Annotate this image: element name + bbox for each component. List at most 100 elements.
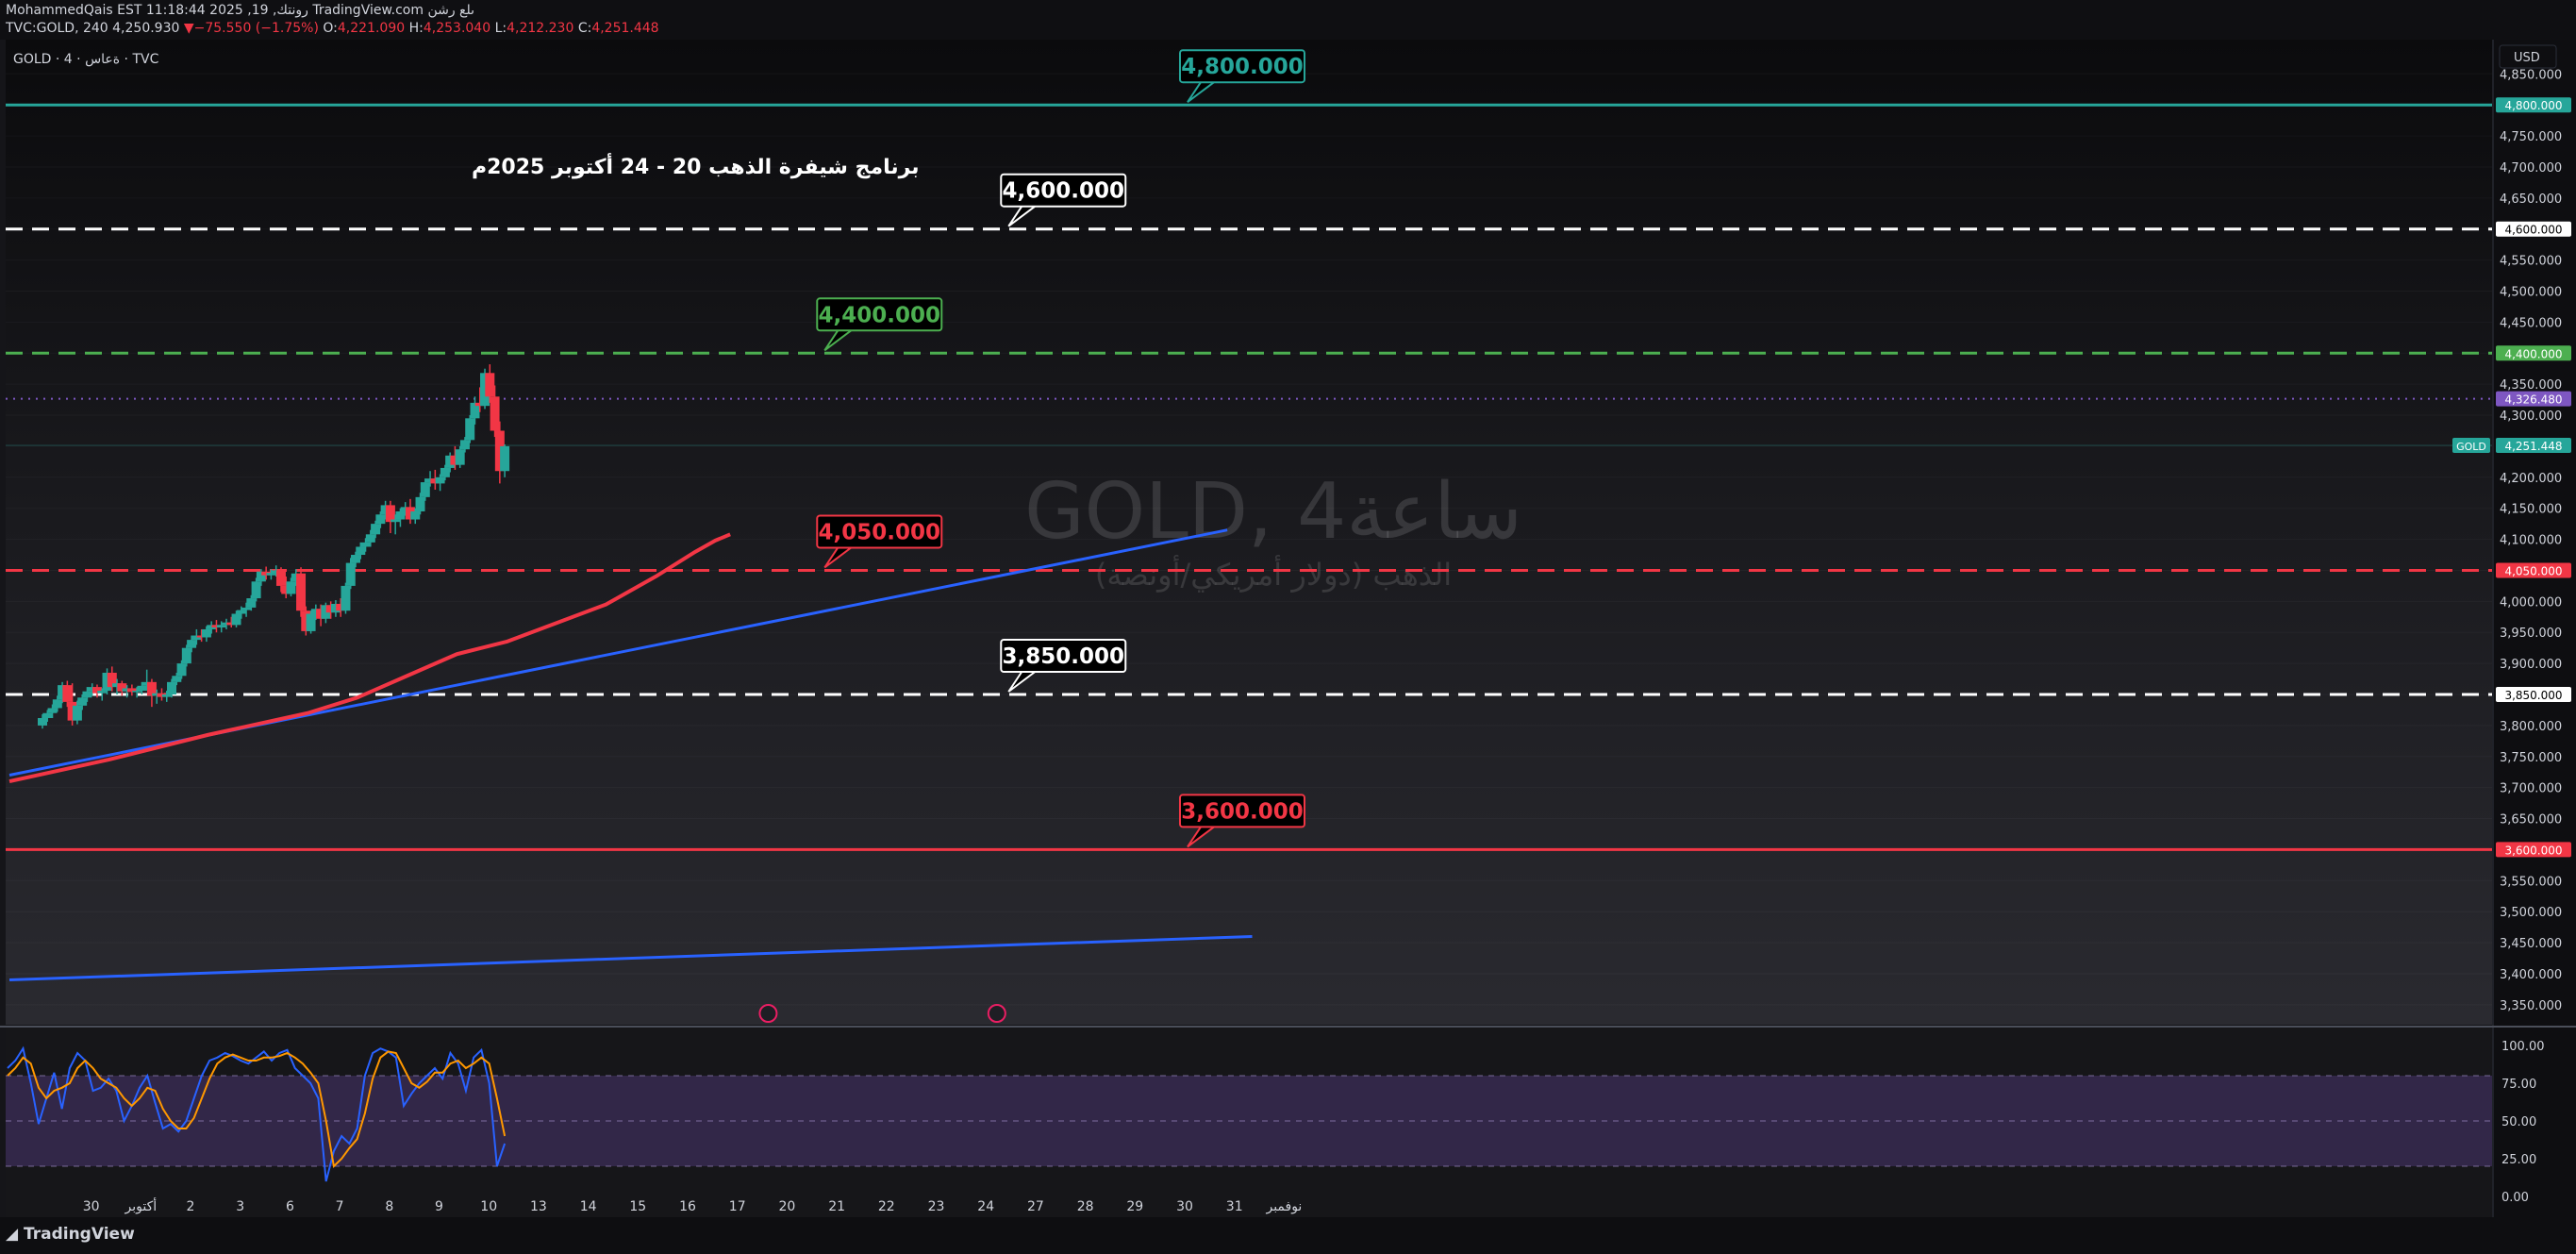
candle[interactable] bbox=[246, 594, 257, 611]
candle[interactable] bbox=[201, 626, 211, 643]
candle[interactable] bbox=[241, 602, 252, 617]
candle[interactable] bbox=[161, 691, 172, 702]
candle[interactable] bbox=[58, 681, 68, 704]
candle[interactable] bbox=[187, 635, 197, 653]
candle[interactable] bbox=[356, 542, 366, 560]
candle[interactable] bbox=[336, 598, 346, 617]
candle[interactable] bbox=[226, 616, 237, 627]
candle[interactable] bbox=[77, 694, 88, 711]
candle[interactable] bbox=[286, 577, 296, 597]
candle[interactable] bbox=[474, 387, 485, 412]
tradingview-logo[interactable]: ◢ TradingView bbox=[6, 1225, 135, 1244]
candle[interactable] bbox=[236, 606, 246, 619]
candle[interactable] bbox=[445, 452, 456, 473]
candle[interactable] bbox=[122, 685, 132, 698]
candle[interactable] bbox=[97, 688, 108, 701]
candle[interactable] bbox=[310, 604, 321, 621]
candle[interactable] bbox=[52, 695, 62, 712]
candle[interactable] bbox=[112, 678, 123, 694]
rsi-d-line[interactable] bbox=[7, 1050, 507, 1169]
rsi-k-line[interactable] bbox=[7, 1045, 507, 1182]
candle[interactable] bbox=[191, 628, 202, 645]
candle[interactable] bbox=[351, 551, 361, 568]
candle[interactable] bbox=[395, 508, 406, 527]
candle[interactable] bbox=[157, 688, 167, 701]
candle[interactable] bbox=[425, 471, 436, 487]
candle[interactable] bbox=[107, 666, 117, 692]
candle[interactable] bbox=[231, 610, 241, 627]
candle[interactable] bbox=[91, 684, 102, 698]
candle[interactable] bbox=[275, 567, 286, 593]
lower-trend-line[interactable] bbox=[8, 935, 1253, 982]
candle[interactable] bbox=[405, 498, 415, 525]
candle[interactable] bbox=[455, 445, 465, 468]
candle[interactable] bbox=[306, 610, 316, 634]
candle[interactable] bbox=[132, 687, 142, 698]
candle[interactable] bbox=[345, 558, 356, 590]
candle[interactable] bbox=[385, 500, 395, 533]
level-4800-callout[interactable] bbox=[1178, 49, 1305, 84]
level-4050-callout[interactable] bbox=[816, 514, 943, 549]
candle[interactable] bbox=[450, 445, 460, 470]
candle[interactable] bbox=[38, 714, 47, 729]
level-3600-callout[interactable] bbox=[1178, 794, 1305, 828]
candle[interactable] bbox=[82, 687, 92, 702]
candle[interactable] bbox=[251, 577, 261, 602]
candle[interactable] bbox=[480, 368, 490, 410]
candle[interactable] bbox=[102, 668, 112, 694]
candle[interactable] bbox=[152, 689, 162, 704]
candle[interactable] bbox=[141, 669, 152, 692]
candle[interactable] bbox=[371, 520, 381, 539]
candle[interactable] bbox=[281, 577, 291, 599]
candle[interactable] bbox=[341, 582, 351, 614]
candle[interactable] bbox=[490, 385, 500, 438]
candle[interactable] bbox=[256, 569, 266, 586]
level-3850-callout[interactable] bbox=[1000, 639, 1127, 673]
annotation-title[interactable]: برنامج شيفرة الذهب 20 - 24 أكتوبر 2025م bbox=[472, 152, 920, 179]
currency-button[interactable] bbox=[2499, 44, 2557, 69]
candle[interactable] bbox=[62, 680, 73, 708]
candle[interactable] bbox=[321, 602, 331, 624]
candle[interactable] bbox=[325, 601, 336, 619]
candle[interactable] bbox=[365, 529, 375, 547]
candle[interactable] bbox=[459, 437, 470, 453]
candle[interactable] bbox=[420, 478, 430, 501]
candle[interactable] bbox=[207, 621, 217, 634]
candle[interactable] bbox=[415, 493, 425, 515]
candle[interactable] bbox=[196, 628, 207, 643]
candle[interactable] bbox=[271, 565, 281, 577]
candle[interactable] bbox=[494, 421, 505, 484]
candle[interactable] bbox=[500, 443, 510, 477]
candle[interactable] bbox=[266, 569, 276, 580]
candle[interactable] bbox=[126, 684, 137, 696]
level-4400-callout[interactable] bbox=[816, 297, 943, 332]
candle[interactable] bbox=[440, 464, 450, 481]
candle[interactable] bbox=[391, 514, 401, 535]
candle[interactable] bbox=[435, 474, 445, 492]
candle[interactable] bbox=[216, 621, 226, 633]
candle[interactable] bbox=[410, 508, 421, 525]
moving-average-line[interactable] bbox=[8, 532, 731, 784]
candle[interactable] bbox=[167, 678, 177, 698]
candle[interactable] bbox=[47, 704, 58, 718]
candle[interactable] bbox=[375, 510, 386, 528]
candle[interactable] bbox=[291, 569, 301, 586]
candle[interactable] bbox=[316, 604, 326, 627]
candle[interactable] bbox=[172, 672, 182, 686]
candle[interactable] bbox=[42, 710, 53, 722]
candle[interactable] bbox=[470, 396, 480, 425]
candle[interactable] bbox=[146, 678, 157, 708]
candle[interactable] bbox=[87, 683, 97, 696]
candle[interactable] bbox=[360, 538, 371, 552]
candle[interactable] bbox=[330, 600, 341, 617]
level-4600-callout[interactable] bbox=[1000, 173, 1127, 208]
flash-event-icon[interactable] bbox=[758, 1004, 778, 1023]
candle[interactable] bbox=[261, 566, 272, 580]
candle[interactable] bbox=[137, 681, 147, 694]
candle[interactable] bbox=[176, 660, 187, 679]
candle[interactable] bbox=[117, 680, 127, 696]
series-legend[interactable]: GOLD · 4 · ةعاس · TVC bbox=[13, 52, 159, 67]
candle[interactable] bbox=[400, 502, 410, 516]
candle[interactable] bbox=[72, 700, 82, 725]
us-flag-event-icon[interactable] bbox=[987, 1004, 1006, 1023]
